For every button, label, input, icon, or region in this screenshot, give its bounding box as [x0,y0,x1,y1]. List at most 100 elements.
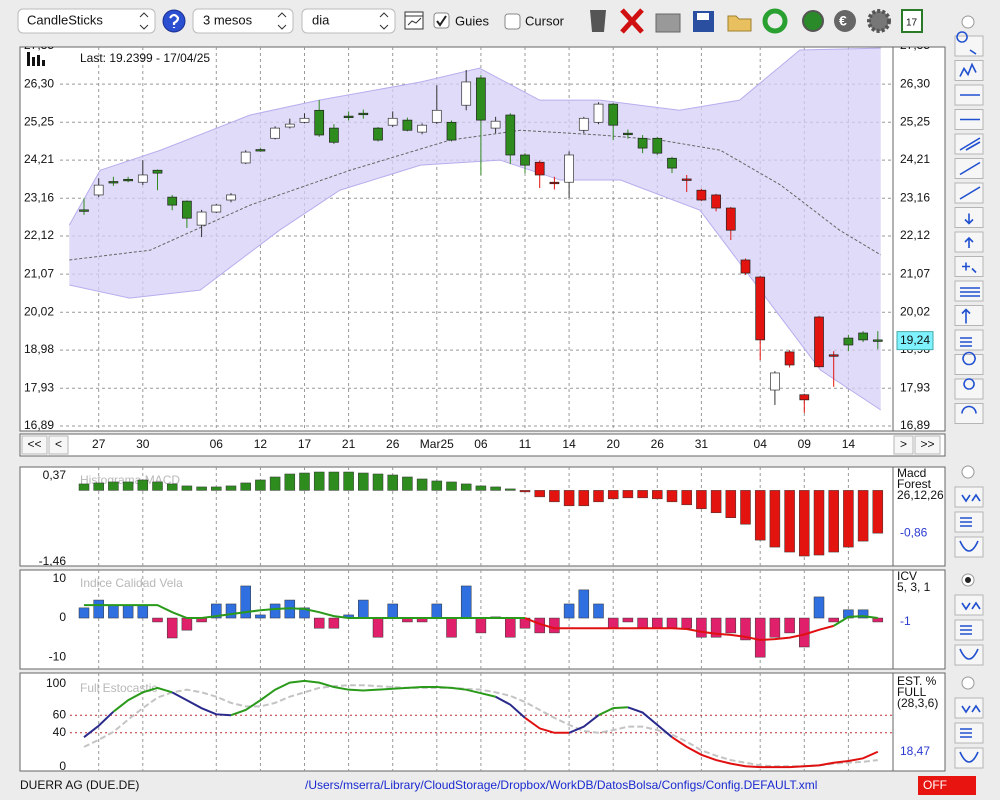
panel-radio[interactable] [961,465,975,479]
histogram-bar [813,596,825,619]
period-select[interactable] [192,8,294,34]
main-chart: 27,35 27,35 26,30 26,30 25,25 25,25 24,21 24,21… [24,47,934,431]
histogram-bar [240,482,251,491]
candle-body [564,154,574,183]
histogram-bar [799,490,810,557]
candle-body [211,204,222,213]
candle-body [446,121,457,141]
indicator-line [671,736,879,769]
y-tick-label: 26,30 [900,76,930,90]
histogram-bar [269,603,281,619]
histogram-bar [78,483,90,491]
histogram-bar [372,473,384,491]
candle-body [182,200,192,219]
candle-body [814,316,824,368]
x-tick-label: 14 [562,437,576,451]
x-tick-label: 06 [474,437,488,451]
candle-body [696,189,707,201]
histogram-bar [563,490,575,507]
panel-label: (28,3,6) [897,696,938,710]
y-tick-label: 24,21 [24,152,54,166]
histogram-bar [166,483,178,491]
x-tick-label: 12 [254,437,268,451]
tool-button[interactable] [954,747,984,769]
candle-body [843,337,854,346]
candle-body [534,161,545,176]
tool-icon [961,601,981,611]
reload-button[interactable] [802,10,824,32]
y-tick-label: 22,12 [900,228,930,242]
nav-button[interactable] [914,435,941,455]
candle-body [858,332,868,341]
cursor-checkbox[interactable] [504,13,521,30]
guides-checkbox[interactable] [433,12,450,29]
histogram-bar [622,490,634,499]
interval-select[interactable] [301,8,396,34]
calendar-glyph: 17 [906,18,918,29]
histogram-bar [622,617,634,623]
histogram-bar [284,473,296,491]
histogram-bar [652,617,663,629]
trash-button[interactable] [590,10,606,32]
tool-button[interactable] [954,280,984,302]
x-tick-label: 27 [92,437,106,451]
tool-button[interactable] [954,403,984,424]
histogram-bar [299,472,310,491]
delete-button[interactable] [620,8,644,34]
histogram-bar [696,617,707,638]
select-arrows [277,12,287,30]
x-tick-label: 04 [754,437,768,451]
nav-button[interactable] [48,435,69,455]
histogram-bar [225,485,237,491]
settings-button[interactable] [867,9,891,33]
histogram-bar [578,589,590,619]
tool-icon [961,493,981,503]
nav-button[interactable] [893,435,914,455]
candle-body [417,124,427,133]
histogram-bar [578,490,590,507]
open-button[interactable] [727,15,752,32]
histogram-bar [769,617,781,638]
candle-body [431,109,442,123]
tool-button[interactable] [954,35,984,57]
tool-button[interactable] [954,305,984,326]
tool-icon [959,751,979,763]
tool-button[interactable] [954,644,984,666]
indicator-line [171,691,232,717]
tool-icon [960,287,980,297]
histogram-bar [857,609,869,619]
panel-radio[interactable] [961,15,975,29]
refresh-button[interactable] [762,8,788,34]
candle-body [358,112,369,116]
select-arrows [379,12,389,30]
currency-button[interactable] [834,10,856,32]
panel-radio[interactable] [961,676,975,690]
help-button[interactable] [162,9,186,33]
nav-bar [19,433,946,457]
histogram-bar [313,471,325,491]
histogram-bar [563,603,575,619]
candle-body [387,117,398,126]
lock-button[interactable] [655,13,681,33]
histogram-bar [872,490,884,534]
tool-icon [962,262,977,274]
histogram-bar [681,490,692,506]
tool-button[interactable] [954,329,984,351]
config-path-link[interactable]: /Users/mserra/Library/CloudStorage/Dropb… [305,778,817,792]
calendar-button[interactable] [901,9,923,33]
tool-icon [961,405,977,414]
chart-settings-button[interactable] [404,11,424,30]
histogram-bar [328,471,340,491]
histogram-bar [211,486,222,491]
panel-label: 26,12,26 [897,488,944,502]
tool-icon [959,62,977,77]
histogram-bar [108,604,119,619]
tool-button[interactable] [954,536,984,558]
histogram-bar [754,617,766,658]
chart-type-select[interactable] [17,8,156,34]
y-tick-label: 18,98 [24,342,54,356]
candle-body [637,137,648,149]
indicator-line [112,686,173,713]
nav-button[interactable] [21,435,48,455]
